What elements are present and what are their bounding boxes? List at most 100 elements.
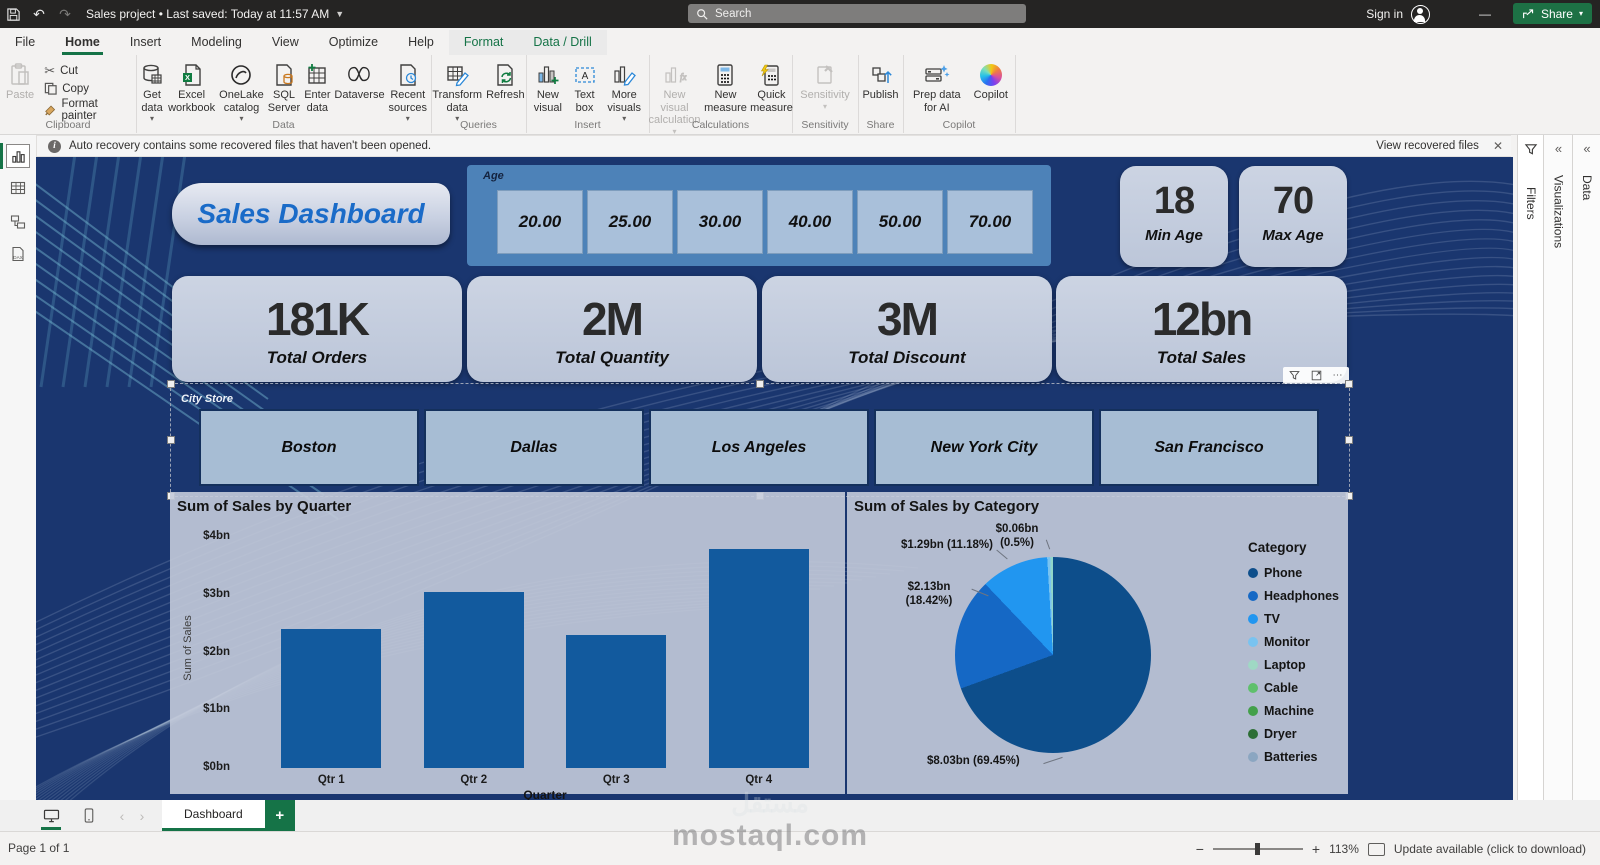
cut-button[interactable]: ✂Cut xyxy=(44,63,78,79)
min-age-card[interactable]: 18 Min Age xyxy=(1120,166,1228,267)
bar-chart-visual[interactable]: Sum of Sales by Quarter Sum of Sales $0b… xyxy=(170,492,845,794)
previous-page-icon[interactable]: ‹ xyxy=(112,808,132,824)
new-page-button[interactable]: + xyxy=(265,800,295,831)
search-input[interactable]: Search xyxy=(688,4,1026,23)
zoom-in-button[interactable]: + xyxy=(1312,841,1320,857)
city-option[interactable]: Los Angeles xyxy=(649,409,869,486)
selection-handle[interactable] xyxy=(1345,436,1353,444)
onelake-catalog-button[interactable]: OneLake catalog▾ xyxy=(219,61,264,123)
next-page-icon[interactable]: › xyxy=(132,808,152,824)
menu-tab-data-drill[interactable]: Data / Drill xyxy=(518,30,606,55)
undo-icon[interactable]: ↶ xyxy=(26,0,52,28)
report-canvas[interactable]: Sales Dashboard Age 20.0025.0030.0040.00… xyxy=(36,157,1513,800)
enter-data-button[interactable]: Enter data xyxy=(304,61,330,123)
update-available-link[interactable]: Update available (click to download) xyxy=(1394,842,1586,856)
new-visual-button[interactable]: New visual xyxy=(530,61,566,123)
filters-pane-collapsed[interactable]: Filters xyxy=(1517,135,1544,800)
minimize-button[interactable]: — xyxy=(1462,0,1508,28)
mobile-layout-button[interactable] xyxy=(76,804,102,828)
prep-data-for-ai-button[interactable]: Prep data for AI xyxy=(907,61,967,114)
model-view-button[interactable] xyxy=(7,211,29,233)
age-option[interactable]: 30.00 xyxy=(677,190,763,254)
zoom-out-button[interactable]: − xyxy=(1196,841,1204,857)
table-view-button[interactable] xyxy=(7,177,29,199)
selection-handle[interactable] xyxy=(167,380,175,388)
legend-item-monitor[interactable]: Monitor xyxy=(1248,630,1339,653)
publish-button[interactable]: Publish xyxy=(862,61,899,102)
title-caret-icon[interactable]: ▼ xyxy=(335,9,344,19)
kpi-card-total-quantity[interactable]: 2MTotal Quantity xyxy=(467,276,757,382)
sign-in-button[interactable]: Sign in xyxy=(1366,0,1430,28)
menu-tab-format[interactable]: Format xyxy=(449,30,519,55)
excel-workbook-button[interactable]: X Excel workbook xyxy=(168,61,215,123)
legend-item-machine[interactable]: Machine xyxy=(1248,699,1339,722)
legend-item-dryer[interactable]: Dryer xyxy=(1248,722,1339,745)
menu-tab-optimize[interactable]: Optimize xyxy=(314,30,393,55)
city-option[interactable]: San Francisco xyxy=(1099,409,1319,486)
expand-visualizations-icon[interactable]: « xyxy=(1555,141,1562,156)
recent-sources-button[interactable]: Recent sources▾ xyxy=(388,61,427,123)
refresh-button[interactable]: Refresh xyxy=(486,61,525,123)
legend-item-batteries[interactable]: Batteries xyxy=(1248,745,1339,768)
filter-icon[interactable] xyxy=(1289,370,1300,381)
menu-tab-view[interactable]: View xyxy=(257,30,314,55)
age-option[interactable]: 70.00 xyxy=(947,190,1033,254)
legend-item-laptop[interactable]: Laptop xyxy=(1248,653,1339,676)
menu-tab-help[interactable]: Help xyxy=(393,30,449,55)
desktop-layout-button[interactable] xyxy=(38,804,64,828)
legend-item-tv[interactable]: TV xyxy=(1248,607,1339,630)
bar-qtr-2[interactable] xyxy=(424,592,524,768)
redo-icon[interactable]: ↷ xyxy=(52,0,78,28)
menu-tab-file[interactable]: File xyxy=(0,30,50,55)
selection-handle[interactable] xyxy=(1345,380,1353,388)
visualizations-pane-collapsed[interactable]: « Visualizations xyxy=(1543,135,1573,800)
more-visuals-button[interactable]: More visuals▾ xyxy=(603,61,645,123)
fit-to-page-icon[interactable] xyxy=(1368,843,1385,856)
selection-handle[interactable] xyxy=(756,380,764,388)
age-option[interactable]: 40.00 xyxy=(767,190,853,254)
paste-button[interactable]: Paste xyxy=(4,61,36,122)
dismiss-banner-icon[interactable]: ✕ xyxy=(1493,139,1503,153)
age-option[interactable]: 20.00 xyxy=(497,190,583,254)
city-option[interactable]: Dallas xyxy=(424,409,644,486)
kpi-card-total-discount[interactable]: 3MTotal Discount xyxy=(762,276,1052,382)
dataverse-button[interactable]: Dataverse xyxy=(334,61,384,123)
sensitivity-button[interactable]: Sensitivity▾ xyxy=(797,61,853,111)
menu-tab-home[interactable]: Home xyxy=(50,30,115,55)
bar-qtr-3[interactable] xyxy=(566,635,666,768)
get-data-button[interactable]: Get data▾ xyxy=(140,61,164,123)
age-option[interactable]: 25.00 xyxy=(587,190,673,254)
city-option[interactable]: Boston xyxy=(199,409,419,486)
legend-item-cable[interactable]: Cable xyxy=(1248,676,1339,699)
view-recovered-files-button[interactable]: View recovered files xyxy=(1376,140,1479,152)
legend-item-phone[interactable]: Phone xyxy=(1248,561,1339,584)
max-age-card[interactable]: 70 Max Age xyxy=(1239,166,1347,267)
copy-button[interactable]: Copy xyxy=(44,82,89,95)
page-tab-dashboard[interactable]: Dashboard xyxy=(162,800,265,831)
pie-chart-visual[interactable]: Sum of Sales by Category $8.03bn (69.45%… xyxy=(847,492,1348,794)
report-view-button[interactable] xyxy=(7,145,29,167)
menu-tab-insert[interactable]: Insert xyxy=(115,30,176,55)
dax-query-view-button[interactable]: DAX xyxy=(7,243,29,265)
focus-mode-icon[interactable] xyxy=(1311,370,1322,381)
zoom-slider-handle[interactable] xyxy=(1255,843,1260,855)
text-box-button[interactable]: A Text box xyxy=(570,61,600,123)
city-option[interactable]: New York City xyxy=(874,409,1094,486)
selection-handle[interactable] xyxy=(167,436,175,444)
sql-server-button[interactable]: SQL Server xyxy=(268,61,300,123)
menu-tab-modeling[interactable]: Modeling xyxy=(176,30,257,55)
pie-chart[interactable] xyxy=(955,557,1151,753)
zoom-level[interactable]: 113% xyxy=(1329,842,1359,856)
transform-data-button[interactable]: Transform data▾ xyxy=(432,61,482,123)
bar-qtr-4[interactable] xyxy=(709,549,809,768)
data-pane-collapsed[interactable]: « Data xyxy=(1572,135,1600,800)
copilot-button[interactable]: Copilot xyxy=(971,61,1011,114)
age-option[interactable]: 50.00 xyxy=(857,190,943,254)
save-icon[interactable] xyxy=(0,0,26,28)
bar-qtr-1[interactable] xyxy=(281,629,381,768)
more-options-icon[interactable]: ⋯ xyxy=(1333,370,1344,381)
kpi-card-total-orders[interactable]: 181KTotal Orders xyxy=(172,276,462,382)
expand-data-icon[interactable]: « xyxy=(1583,141,1590,156)
share-button[interactable]: Share ▾ xyxy=(1513,3,1592,24)
legend-item-headphones[interactable]: Headphones xyxy=(1248,584,1339,607)
